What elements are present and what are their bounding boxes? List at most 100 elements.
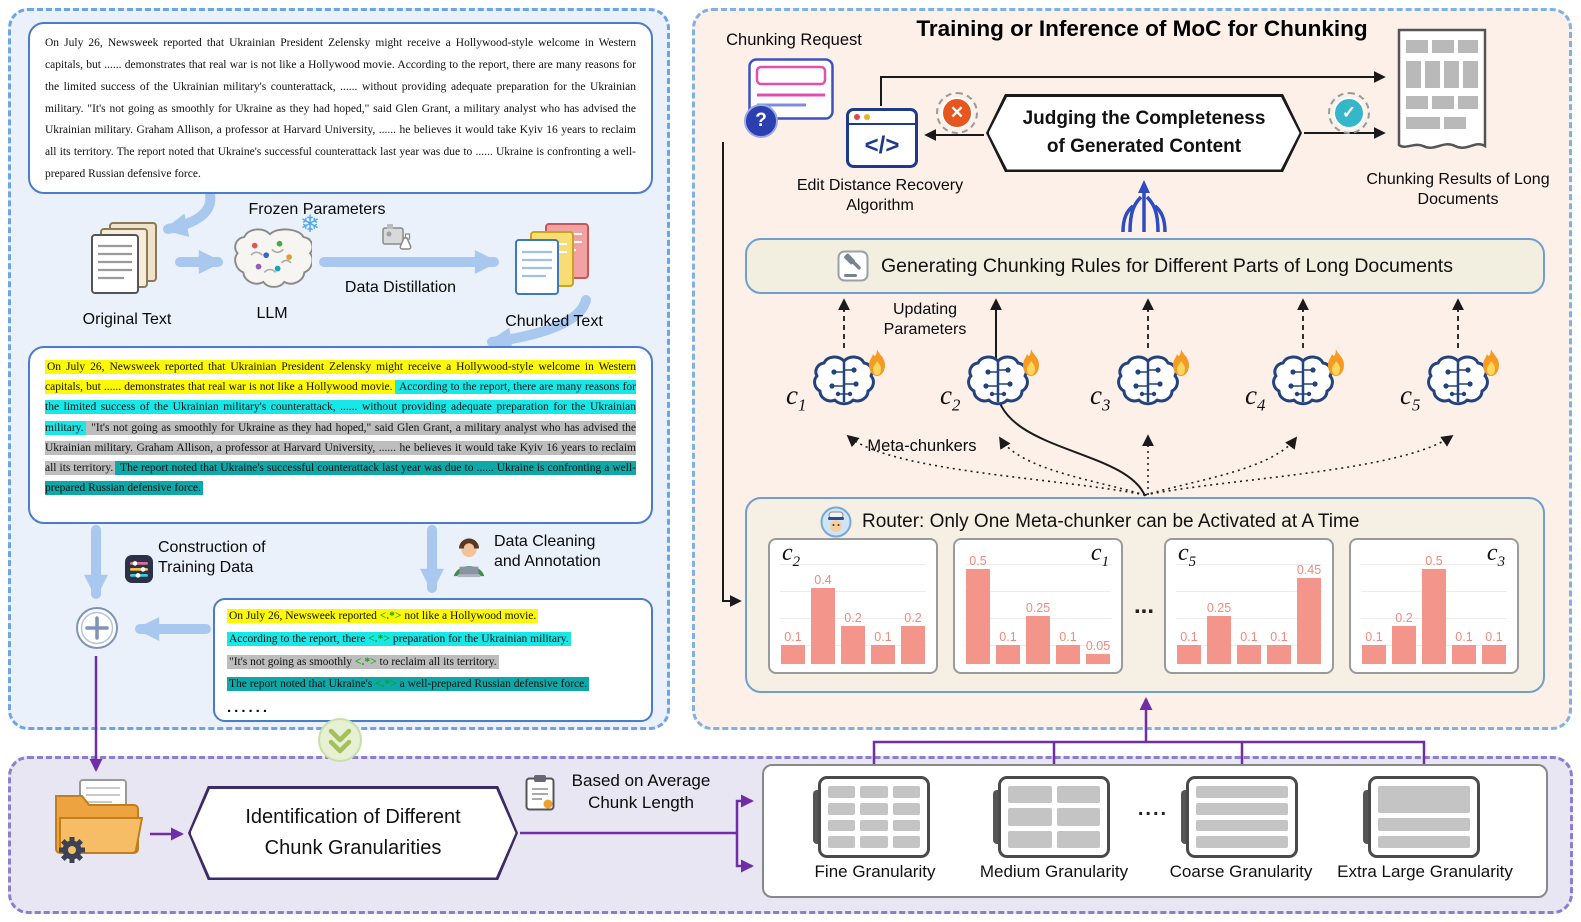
router-label: Router: Only One Meta-chunker can be Act…: [862, 511, 1360, 532]
coarse-granularity-label: Coarse Granularity: [1169, 862, 1313, 881]
chunking-rules-box: Generating Chunking Rules for Different …: [745, 238, 1545, 294]
bar-value: 0.1: [1270, 630, 1288, 644]
medium-granularity-icon: [993, 776, 1110, 858]
code-glyph: </>: [865, 132, 900, 159]
construction-label: Construction of Training Data: [158, 539, 266, 577]
bar-value: 0.05: [1085, 639, 1111, 653]
bar: [996, 645, 1020, 664]
bar-value: 0.1: [1485, 630, 1503, 644]
bar: [871, 645, 895, 664]
bar: [1362, 645, 1386, 664]
cross-icon: ✕: [941, 97, 973, 129]
meta-chunkers-label: Meta-chunkers: [867, 437, 977, 455]
bar-value: 0.1: [999, 630, 1017, 644]
distillation-apparatus-icon: [382, 224, 412, 250]
training-data-icon: [125, 555, 153, 583]
chart-chunker-label: c5: [1178, 540, 1197, 570]
ellipsis: ......: [227, 699, 271, 717]
double-chevron-down-icon: [318, 718, 362, 762]
bar-value: 0.2: [844, 611, 862, 625]
original-documents-icon: [91, 222, 157, 294]
gavel-icon: [837, 250, 869, 282]
source-text-box: On July 26, Newsweek reported that Ukrai…: [28, 22, 653, 194]
chunk-segment-4: The report noted that Ukraine's successf…: [45, 461, 636, 496]
frozen-parameters-label: Frozen Parameters: [248, 201, 386, 218]
flame-icon: [869, 349, 885, 376]
converging-arrows-icon: [1121, 180, 1167, 233]
judging-line2: of Generated Content: [1046, 136, 1242, 157]
bar: [811, 588, 835, 664]
training-samples-box: On July 26, Newsweek reported <.*> not l…: [213, 598, 653, 722]
regex-marker: <.*>: [379, 610, 402, 622]
training-sample-1: On July 26, Newsweek reported <.*> not l…: [227, 609, 539, 623]
router-captain-icon: [820, 506, 852, 538]
gear-icon: [59, 837, 85, 863]
based-on-label: Based on Average Chunk Length: [571, 771, 711, 812]
bar-value: 0.5: [969, 554, 987, 568]
judging-line1: Judging the Completeness: [1022, 107, 1266, 129]
bar: [901, 626, 925, 664]
bar: [1177, 645, 1201, 664]
clipboard-icon: [525, 775, 555, 811]
regex-marker: <.*>: [375, 678, 397, 691]
bar-value: 0.1: [1455, 630, 1473, 644]
identification-hexagon: Identification of Different Chunk Granul…: [188, 786, 518, 880]
chunking-results-document-icon: [1397, 28, 1487, 149]
edit-distance-label: Edit Distance Recovery Algorithm: [796, 177, 964, 215]
bar: [1452, 645, 1476, 664]
flame-icon: [1328, 349, 1344, 376]
original-text-label: Original Text: [82, 311, 172, 328]
chunked-text-label: Chunked Text: [505, 313, 603, 330]
chunking-rules-label: Generating Chunking Rules for Different …: [881, 254, 1453, 277]
bar-value: 0.1: [784, 630, 802, 644]
medium-granularity-label: Medium Granularity: [979, 862, 1129, 881]
meta-chunker-label-2: c2: [940, 380, 961, 415]
updating-parameters-label: Updating Parameters: [883, 301, 967, 339]
bar: [1392, 626, 1416, 664]
flame-icon: [1173, 349, 1189, 376]
llm-brain-icon: [234, 228, 312, 288]
bar-value: 0.1: [1059, 630, 1077, 644]
merge-plus-icon: [76, 607, 118, 649]
chunking-request-label: Chunking Request: [726, 31, 862, 49]
meta-chunker-label-5: c5: [1400, 380, 1421, 415]
chunked-documents-icon: [515, 223, 589, 295]
meta-chunker-label-3: c3: [1090, 380, 1111, 415]
training-sample-3: "It's not going as smoothly <.*> to recl…: [227, 654, 499, 669]
router-title: Router: Only One Meta-chunker can be Act…: [820, 506, 1359, 538]
bar-value: 0.1: [1180, 630, 1198, 644]
bar: [1207, 616, 1231, 664]
training-sample-2: According to the report, there <.*> prep…: [227, 631, 571, 646]
regex-marker: <.*>: [354, 655, 377, 668]
llm-label: LLM: [256, 305, 288, 322]
source-text: On July 26, Newsweek reported that Ukrai…: [45, 37, 636, 181]
folder-gear-icon: [55, 779, 144, 863]
bar-value: 0.1: [874, 630, 892, 644]
identification-label: Identification of Different Chunk Granul…: [190, 788, 516, 878]
incomplete-cross-badge: ✕: [936, 92, 978, 134]
charts-ellipsis: ...: [1133, 592, 1154, 619]
bar: [1422, 569, 1446, 664]
question-badge: ?: [744, 104, 778, 138]
flame-icon: [1483, 349, 1499, 376]
bar-value: 0.4: [814, 573, 832, 587]
meta-chunker-label-4: c4: [1245, 380, 1266, 415]
bar-value: 0.45: [1296, 563, 1322, 577]
bar-value: 0.1: [1365, 630, 1383, 644]
bar: [1056, 645, 1080, 664]
fine-granularity-label: Fine Granularity: [814, 862, 936, 881]
chart-chunker-label: c1: [1090, 540, 1109, 570]
coarse-granularity-icon: [1181, 776, 1298, 858]
regex-marker: <.*>: [368, 632, 390, 645]
bar-value: 0.25: [1206, 601, 1232, 615]
annotator-person-icon: [453, 538, 485, 578]
complete-check-badge: ✓: [1328, 92, 1370, 134]
data-distillation-label: Data Distillation: [344, 279, 457, 296]
bar: [1297, 578, 1321, 664]
bar: [1026, 616, 1050, 664]
chart-chunker-label: c3: [1486, 540, 1505, 570]
bar: [1237, 645, 1261, 664]
snowflake-icon: ❄: [300, 211, 321, 238]
bar-value: 0.25: [1025, 601, 1051, 615]
